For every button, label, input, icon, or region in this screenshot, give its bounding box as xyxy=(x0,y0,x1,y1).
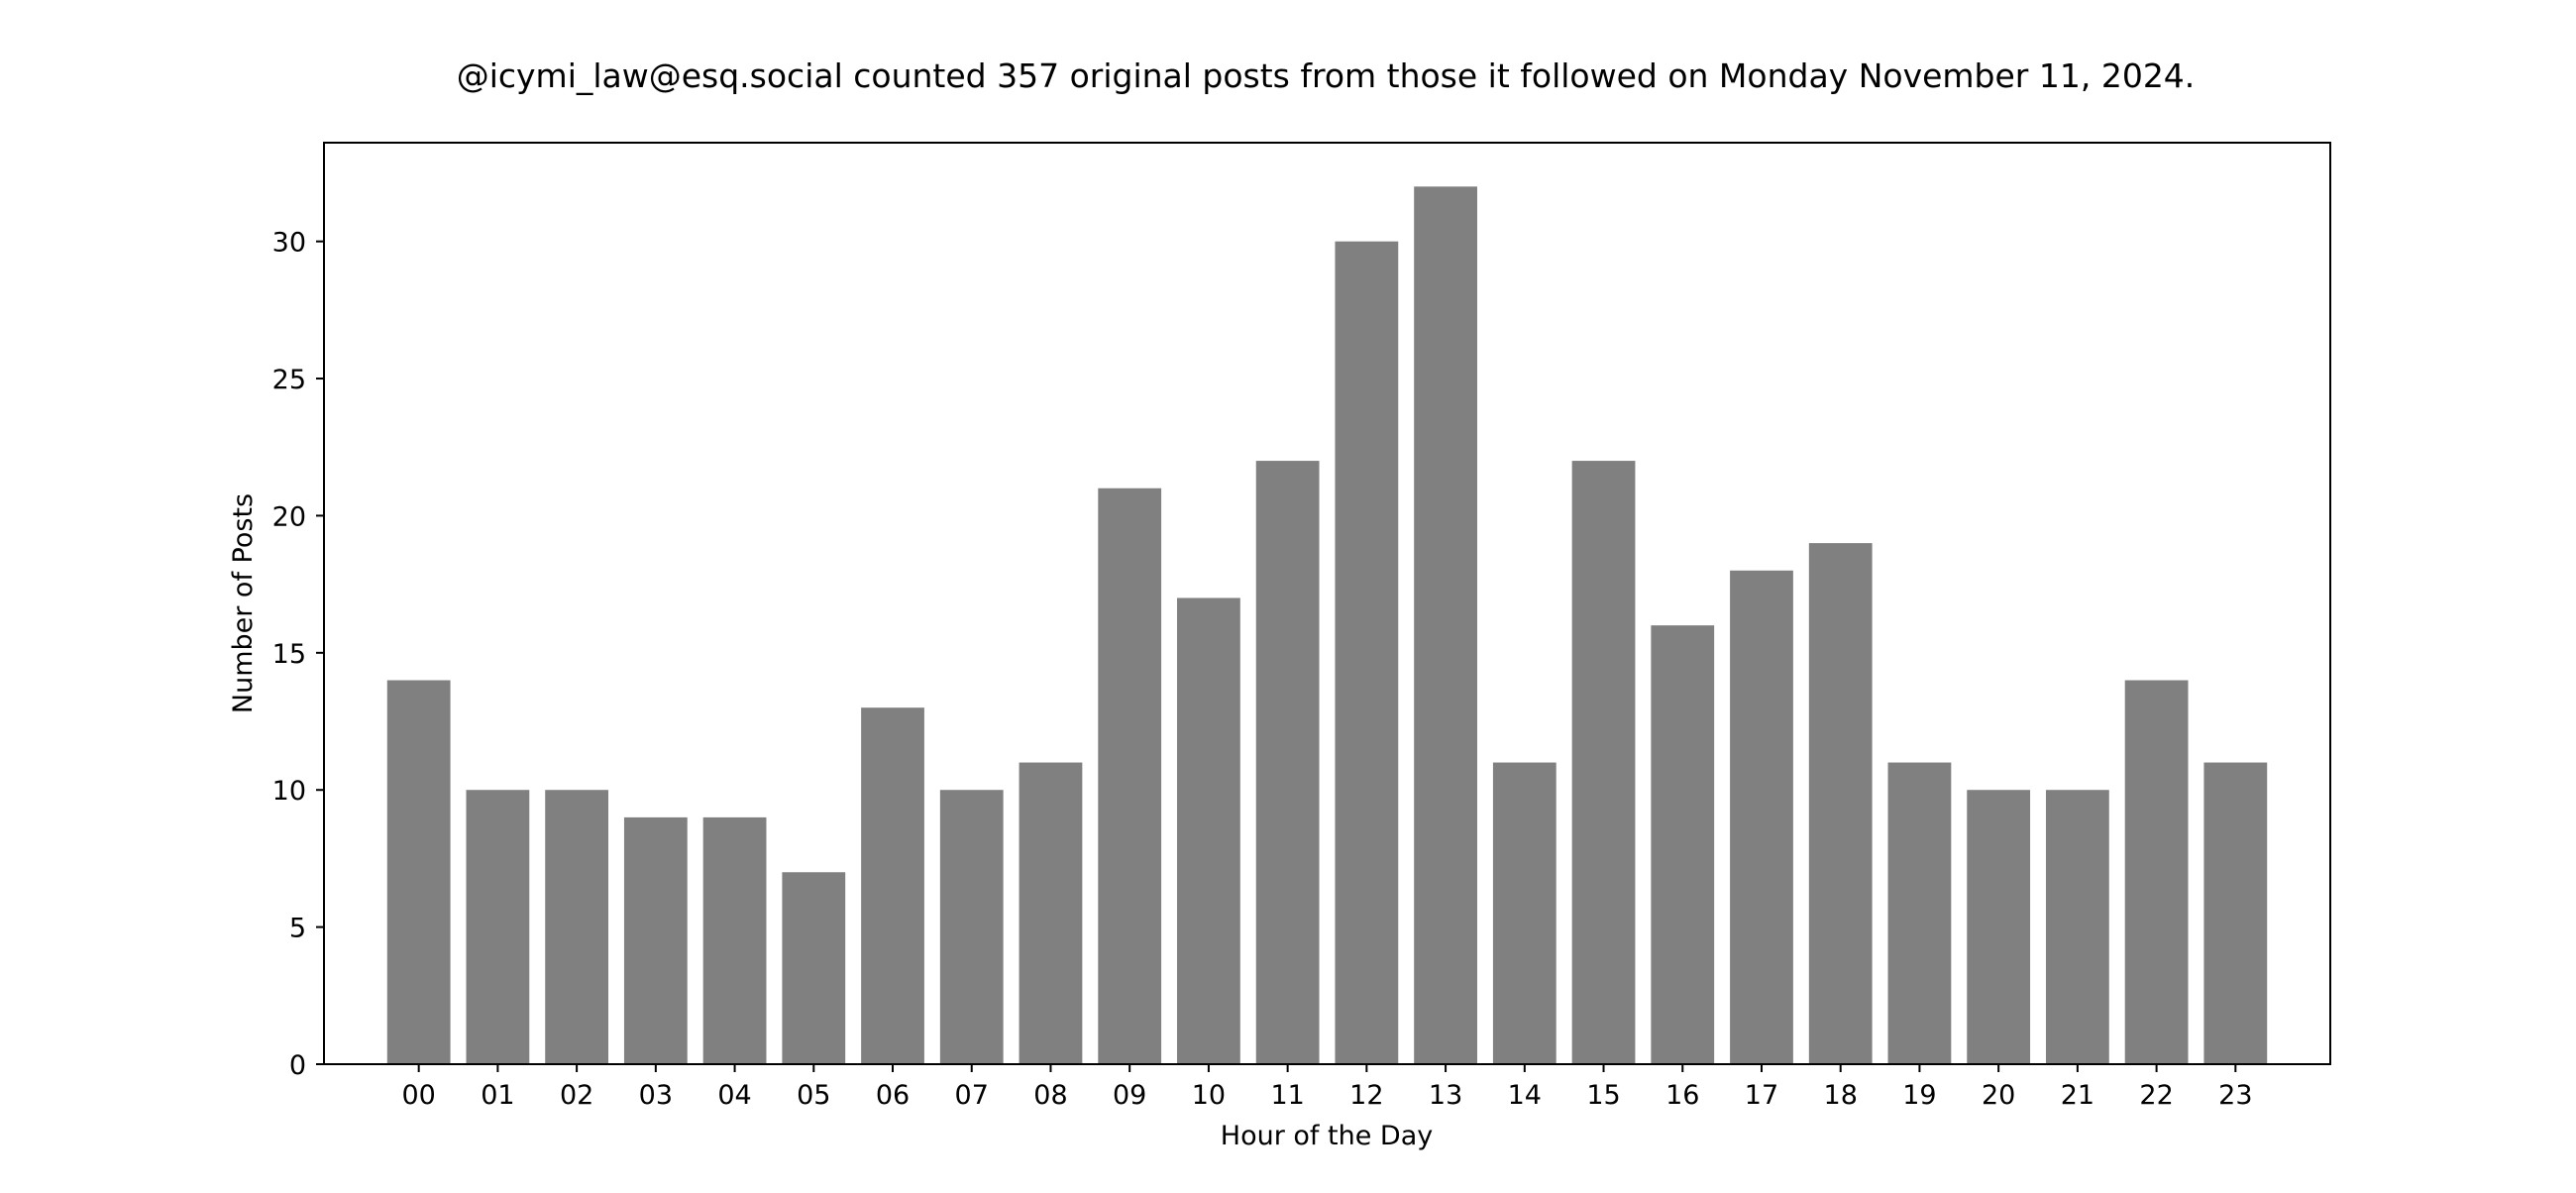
x-tick-label: 01 xyxy=(481,1080,514,1111)
bar-hour-17 xyxy=(1730,570,1793,1064)
bar-hour-00 xyxy=(386,680,451,1064)
bar-hour-11 xyxy=(1255,461,1320,1065)
bar-hour-20 xyxy=(1967,790,2031,1064)
x-tick-label: 14 xyxy=(1508,1080,1542,1111)
x-tick-label: 16 xyxy=(1665,1080,1699,1111)
x-tick-label: 05 xyxy=(797,1080,830,1111)
bar-hour-01 xyxy=(466,790,530,1064)
bar-hour-09 xyxy=(1098,488,1162,1064)
x-tick-label: 15 xyxy=(1586,1080,1620,1111)
x-tick-label: 13 xyxy=(1429,1080,1462,1111)
bar-hour-13 xyxy=(1414,186,1477,1065)
x-tick-label: 02 xyxy=(560,1080,593,1111)
bar-hour-14 xyxy=(1492,762,1556,1064)
y-axis: 0 5 10 15 20 25 30 xyxy=(272,228,324,1081)
bar-hour-02 xyxy=(545,790,609,1064)
bar-hour-06 xyxy=(861,707,924,1064)
y-tick-label: 5 xyxy=(289,914,306,944)
x-tick-label: 21 xyxy=(2061,1080,2094,1111)
bar-hour-22 xyxy=(2124,680,2189,1064)
bars-layer xyxy=(386,186,2268,1065)
y-tick-label: 10 xyxy=(272,776,306,807)
x-tick-label: 00 xyxy=(401,1080,435,1111)
x-tick-label: 08 xyxy=(1033,1080,1067,1111)
bar-hour-08 xyxy=(1019,762,1083,1064)
bar-hour-04 xyxy=(702,816,767,1064)
y-axis-label: Number of Posts xyxy=(228,493,259,713)
x-tick-label: 22 xyxy=(2139,1080,2173,1111)
chart-title: @icymi_law@esq.social counted 357 origin… xyxy=(457,56,2196,95)
plot-frame xyxy=(323,142,2331,1065)
bar-hour-18 xyxy=(1808,543,1873,1064)
x-tick-label: 03 xyxy=(639,1080,673,1111)
x-tick-label: 07 xyxy=(955,1080,989,1111)
x-tick-label: 10 xyxy=(1192,1080,1226,1111)
bar-hour-16 xyxy=(1651,625,1715,1064)
bar-hour-19 xyxy=(1887,762,1952,1064)
x-tick-label: 06 xyxy=(876,1080,910,1111)
y-tick-label: 20 xyxy=(272,501,306,532)
y-tick-label: 25 xyxy=(272,365,306,395)
x-tick-label: 17 xyxy=(1745,1080,1778,1111)
y-tick-label: 15 xyxy=(272,639,306,670)
bar-hour-10 xyxy=(1177,597,1240,1064)
x-tick-label: 04 xyxy=(717,1080,751,1111)
bar-hour-15 xyxy=(1571,461,1636,1065)
y-tick-label: 0 xyxy=(289,1050,306,1081)
x-tick-label: 11 xyxy=(1270,1080,1304,1111)
x-axis: 00 01 02 03 04 05 06 07 08 09 10 11 12 13 14 15 16 17 18 19… xyxy=(401,1064,2253,1111)
x-tick-label: 09 xyxy=(1113,1080,1146,1111)
y-tick-label: 30 xyxy=(272,228,306,259)
bar-hour-21 xyxy=(2045,790,2109,1064)
bar-hour-12 xyxy=(1335,241,1399,1065)
x-tick-label: 19 xyxy=(1902,1080,1936,1111)
x-tick-label: 12 xyxy=(1349,1080,1383,1111)
bar-hour-23 xyxy=(2203,762,2268,1064)
x-tick-label: 18 xyxy=(1824,1080,1858,1111)
x-axis-label: Hour of the Day xyxy=(1221,1121,1433,1151)
x-tick-label: 23 xyxy=(2218,1080,2252,1111)
bar-hour-03 xyxy=(623,816,688,1064)
bar-hour-07 xyxy=(939,790,1004,1064)
bar-hour-05 xyxy=(782,872,846,1064)
x-tick-label: 20 xyxy=(1982,1080,2015,1111)
